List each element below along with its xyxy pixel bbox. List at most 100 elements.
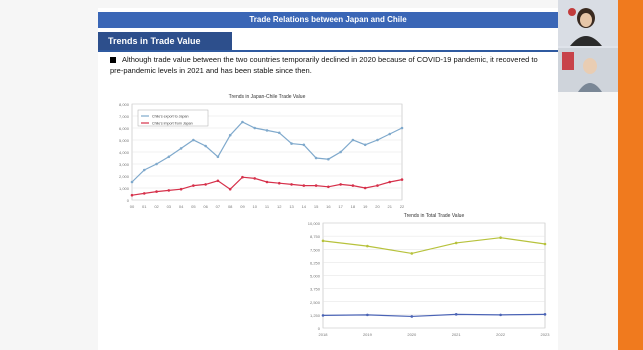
series-line <box>322 313 546 318</box>
chart-title: Trends in Japan-Chile Trade Value <box>229 94 306 100</box>
data-point <box>130 180 134 184</box>
data-point <box>388 132 392 136</box>
data-point <box>130 193 134 197</box>
data-point <box>314 184 318 187</box>
x-tick-label: 2021 <box>452 332 462 337</box>
data-point <box>366 244 369 248</box>
data-point <box>327 185 330 189</box>
y-tick-label: 1,250 <box>310 313 321 318</box>
data-point <box>366 313 369 317</box>
data-point <box>321 314 325 317</box>
x-tick-label: 02 <box>154 204 159 209</box>
data-point <box>204 144 207 148</box>
data-point <box>167 189 171 192</box>
y-tick-label: 0 <box>318 326 321 331</box>
x-tick-label: 19 <box>363 204 368 209</box>
data-point <box>265 129 269 132</box>
y-tick-label: 2,500 <box>310 300 321 305</box>
presentation-slide: Trade Relations between Japan and Chile … <box>98 8 558 350</box>
data-point <box>216 155 220 159</box>
x-tick-label: 15 <box>314 204 319 209</box>
data-point <box>543 313 547 316</box>
y-tick-label: 1,000 <box>119 186 130 191</box>
data-point <box>351 184 355 187</box>
series-line <box>322 237 546 255</box>
data-point <box>192 138 195 142</box>
x-tick-label: 2018 <box>319 332 329 337</box>
data-point <box>454 241 458 245</box>
data-point <box>351 138 355 142</box>
data-point <box>142 192 146 195</box>
y-tick-label: 3,750 <box>310 287 321 292</box>
x-tick-label: 18 <box>351 204 356 209</box>
sidebar-accent-bar <box>618 0 643 350</box>
data-point <box>321 239 325 243</box>
data-point <box>363 143 367 147</box>
data-point <box>302 184 306 187</box>
y-tick-label: 5,000 <box>310 274 321 279</box>
data-point <box>376 184 379 187</box>
data-point <box>253 177 257 180</box>
data-point <box>265 180 269 184</box>
data-point <box>499 236 502 239</box>
data-point <box>204 183 207 186</box>
total-trade-chart: Trends in Total Trade Value 0 1,250 2,500 3,… <box>308 213 551 337</box>
data-point <box>376 138 379 142</box>
bullet-paragraph: Although trade value between the two cou… <box>110 54 552 76</box>
y-tick-label: 6,000 <box>119 126 130 131</box>
webcam-thumbnail <box>558 0 618 92</box>
y-tick-label: 3,000 <box>119 162 130 167</box>
x-tick-label: 05 <box>191 204 196 209</box>
y-tick-label: 7,000 <box>119 114 130 119</box>
x-tick-label: 16 <box>326 204 331 209</box>
legend-box <box>137 109 209 127</box>
x-tick-label: 04 <box>179 204 184 209</box>
data-point <box>400 126 404 130</box>
data-point <box>277 181 281 185</box>
data-point <box>499 313 502 317</box>
chart-title: Trends in Total Trade Value <box>404 213 465 219</box>
section-title: Trends in Trade Value <box>98 32 232 50</box>
data-point <box>400 178 404 181</box>
x-tick-label: 03 <box>167 204 172 209</box>
data-point <box>363 186 367 190</box>
data-point <box>179 187 183 191</box>
y-tick-label: 8,750 <box>310 234 321 239</box>
bullet-text: Although trade value between the two cou… <box>110 55 538 75</box>
data-point <box>410 252 414 255</box>
data-point <box>167 155 171 159</box>
x-tick-label: 2023 <box>541 332 551 337</box>
data-point <box>155 190 158 193</box>
x-tick-label: 07 <box>216 204 221 209</box>
data-point <box>410 315 414 318</box>
x-tick-label: 2022 <box>496 332 506 337</box>
x-tick-label: 2019 <box>363 332 373 337</box>
data-point <box>388 180 392 184</box>
data-point <box>142 168 146 172</box>
y-tick-label: 10,000 <box>308 221 321 226</box>
data-point <box>302 143 306 147</box>
y-tick-label: 0 <box>127 198 130 203</box>
x-tick-label: 08 <box>228 204 233 209</box>
x-tick-label: 17 <box>338 204 343 209</box>
data-point <box>241 120 244 124</box>
x-tick-label: 11 <box>265 204 270 209</box>
data-point <box>228 133 232 137</box>
x-tick-label: 00 <box>130 204 135 209</box>
data-point <box>253 126 257 130</box>
japan-chile-trade-chart: Trends in Japan-Chile Trade Value 0 1,000 2… <box>119 94 405 209</box>
x-tick-label: 14 <box>302 204 307 209</box>
x-tick-label: 01 <box>142 204 147 209</box>
y-tick-label: 5,000 <box>119 138 130 143</box>
y-tick-label: 6,250 <box>310 260 321 265</box>
legend-label: Chile's export to Japan <box>152 115 188 119</box>
x-tick-label: 12 <box>277 204 282 209</box>
legend-label: Chile's import from Japan <box>152 122 193 126</box>
y-tick-label: 8,000 <box>119 102 130 107</box>
data-point <box>454 313 458 316</box>
bullet-square-icon <box>110 57 116 64</box>
data-point <box>155 162 158 166</box>
data-point <box>290 183 293 186</box>
data-point <box>228 187 232 191</box>
x-tick-label: 06 <box>203 204 208 209</box>
